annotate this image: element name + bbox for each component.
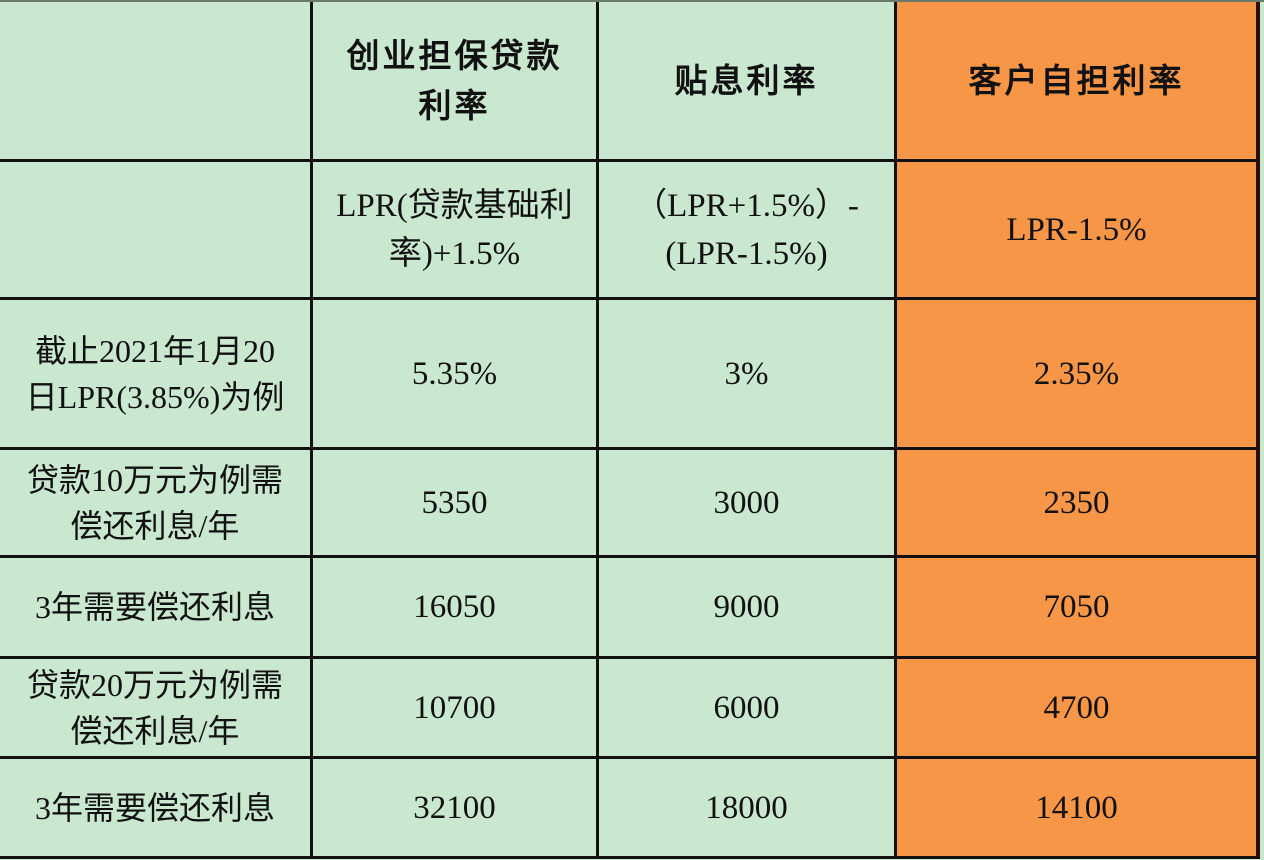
row-label-line2: 日LPR(3.85%)为例 xyxy=(25,378,285,415)
row-label-example-rate: 截止2021年1月20 日LPR(3.85%)为例 xyxy=(0,300,313,450)
cell-text: 2350 xyxy=(1043,484,1110,521)
cell-text: 3000 xyxy=(713,484,780,521)
row-label-line1: 3年需要偿还利息 xyxy=(34,789,275,826)
row-label-100k-3yr: 3年需要偿还利息 xyxy=(0,558,313,659)
cell-text: 32100 xyxy=(413,789,496,826)
cell-200k-annual-guarantee: 10700 xyxy=(313,659,599,759)
cell-200k-3yr-guarantee: 32100 xyxy=(313,759,599,859)
header-customer-rate-text: 客户自担利率 xyxy=(968,60,1185,100)
header-guarantee-loan-rate-line2: 利率 xyxy=(418,85,491,125)
cell-text: 4700 xyxy=(1043,689,1110,726)
cell-text: 2.35% xyxy=(1033,355,1120,392)
cell-100k-3yr-subsidy: 9000 xyxy=(599,558,897,659)
cell-text-line1: （LPR+1.5%）- xyxy=(634,187,859,224)
row-label-200k-annual: 贷款20万元为例需 偿还利息/年 xyxy=(0,659,313,759)
cell-200k-annual-subsidy: 6000 xyxy=(599,659,897,759)
cell-100k-annual-subsidy: 3000 xyxy=(599,450,897,558)
cell-formula-subsidy: （LPR+1.5%）- (LPR-1.5%) xyxy=(599,162,897,300)
cell-text: 5350 xyxy=(421,484,488,521)
header-customer-rate: 客户自担利率 xyxy=(897,2,1260,162)
cell-text-line2: (LPR-1.5%) xyxy=(665,235,828,272)
header-corner-cell xyxy=(0,2,313,162)
cell-example-guarantee-rate: 5.35% xyxy=(313,300,599,450)
cell-text: 18000 xyxy=(705,789,788,826)
cell-100k-annual-customer: 2350 xyxy=(897,450,1260,558)
cell-text: 6000 xyxy=(713,689,780,726)
header-guarantee-loan-rate-line1: 创业担保贷款 xyxy=(346,35,563,75)
row-label-100k-annual: 贷款10万元为例需 偿还利息/年 xyxy=(0,450,313,558)
cell-text: 14100 xyxy=(1035,789,1118,826)
cell-100k-3yr-customer: 7050 xyxy=(897,558,1260,659)
row-label-line1: 贷款10万元为例需 xyxy=(26,461,283,498)
row-label-line1: 截止2021年1月20 xyxy=(34,332,275,369)
cell-text: 9000 xyxy=(713,589,780,625)
cell-text-line2: 率)+1.5% xyxy=(388,235,521,272)
cell-example-customer-rate: 2.35% xyxy=(897,300,1260,450)
cell-example-subsidy-rate: 3% xyxy=(599,300,897,450)
cell-formula-guarantee: LPR(贷款基础利 率)+1.5% xyxy=(313,162,599,300)
cell-formula-customer: LPR-1.5% xyxy=(897,162,1260,300)
cell-100k-annual-guarantee: 5350 xyxy=(313,450,599,558)
cell-200k-3yr-subsidy: 18000 xyxy=(599,759,897,859)
row-label-line1: 3年需要偿还利息 xyxy=(34,589,275,625)
header-guarantee-loan-rate: 创业担保贷款 利率 xyxy=(313,2,599,162)
cell-text: 16050 xyxy=(413,589,496,625)
cell-text: 5.35% xyxy=(411,355,498,392)
cell-text: LPR-1.5% xyxy=(1006,211,1147,248)
row-label-line1: 贷款20万元为例需 xyxy=(26,666,283,703)
cell-text: 7050 xyxy=(1043,589,1110,625)
row-label-200k-3yr: 3年需要偿还利息 xyxy=(0,759,313,859)
cell-text-line1: LPR(贷款基础利 xyxy=(336,187,573,224)
cell-text: 3% xyxy=(724,355,769,392)
cell-200k-3yr-customer: 14100 xyxy=(897,759,1260,859)
header-subsidy-rate-text: 贴息利率 xyxy=(674,60,819,100)
row-label-formula xyxy=(0,162,313,300)
cell-text: 10700 xyxy=(413,689,496,726)
row-label-line2: 偿还利息/年 xyxy=(70,507,240,544)
row-label-line2: 偿还利息/年 xyxy=(70,712,240,749)
header-subsidy-rate: 贴息利率 xyxy=(599,2,897,162)
cell-100k-3yr-guarantee: 16050 xyxy=(313,558,599,659)
cell-200k-annual-customer: 4700 xyxy=(897,659,1260,759)
